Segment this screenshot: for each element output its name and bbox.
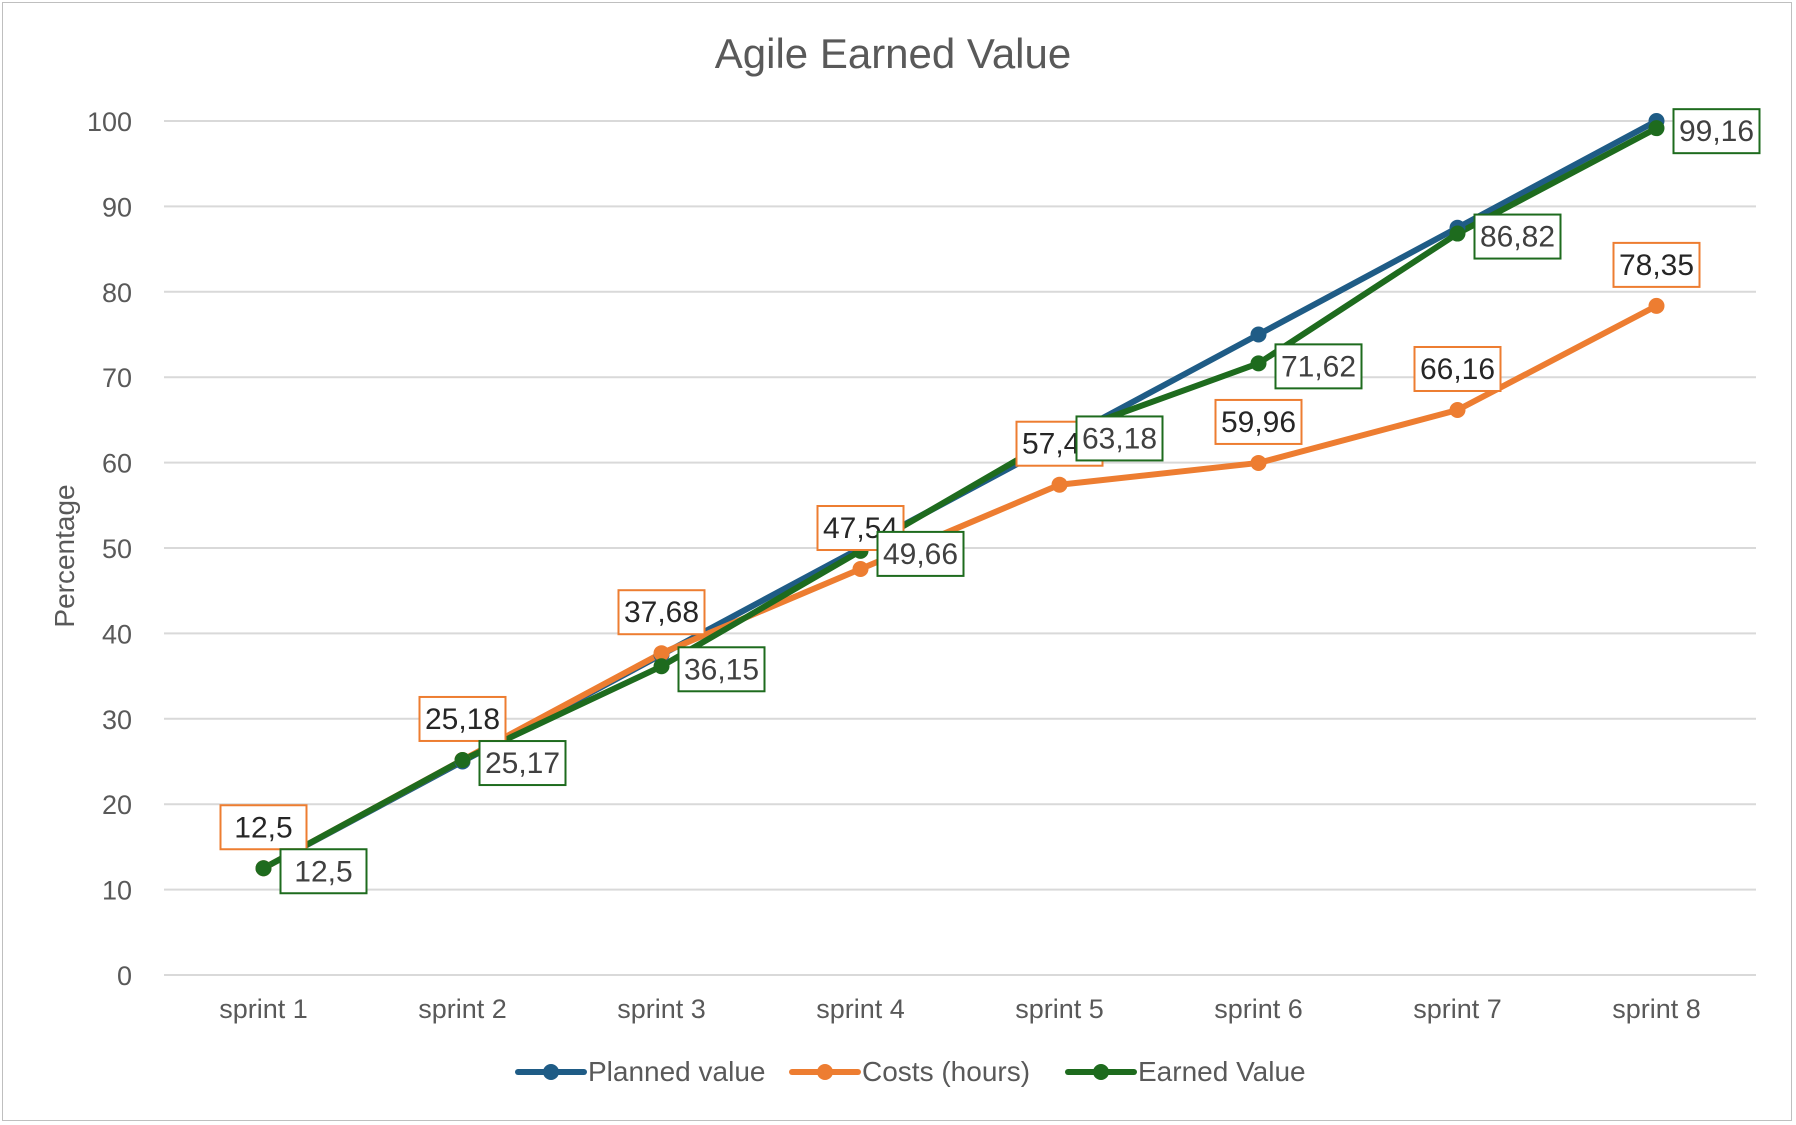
data-label-text: 71,62 — [1281, 350, 1356, 383]
data-label-costs-hours: 25,18 — [418, 695, 507, 742]
x-tick-label: sprint 6 — [1214, 994, 1303, 1024]
data-label-earned-value: 99,16 — [1672, 108, 1761, 155]
data-label-earned-value: 36,15 — [677, 646, 766, 693]
x-tick-label: sprint 1 — [219, 994, 308, 1024]
data-point-earned-value — [1449, 225, 1466, 242]
data-label-earned-value: 49,66 — [876, 530, 965, 577]
x-tick-label: sprint 7 — [1413, 994, 1502, 1024]
y-tick-label: 20 — [102, 790, 132, 820]
data-label-text: 66,16 — [1420, 353, 1495, 386]
x-tick-label: sprint 3 — [617, 994, 706, 1024]
data-label-earned-value: 71,62 — [1274, 343, 1363, 390]
chart-title: Agile Earned Value — [715, 30, 1071, 77]
legend-swatch-marker — [1093, 1064, 1109, 1080]
data-label-box — [418, 695, 507, 742]
x-tick-label: sprint 2 — [418, 994, 507, 1024]
legend-label: Earned Value — [1138, 1056, 1306, 1087]
data-point-costs-hours — [1051, 476, 1068, 493]
y-tick-label: 0 — [117, 961, 132, 991]
data-label-text: 37,68 — [624, 596, 699, 629]
series-lines — [260, 118, 1660, 872]
data-label-text: 59,96 — [1221, 406, 1296, 439]
data-label-box — [1413, 345, 1502, 392]
x-tick-label: sprint 8 — [1612, 994, 1701, 1024]
gridlines — [164, 120, 1756, 976]
data-label-box — [1473, 213, 1562, 260]
legend-swatch-marker — [817, 1064, 833, 1080]
legend: Planned value Costs (hours) Earned Value — [515, 1056, 1306, 1087]
legend-label: Planned value — [588, 1056, 765, 1087]
data-point-costs-hours — [653, 645, 670, 662]
x-tick-label: sprint 5 — [1015, 994, 1104, 1024]
data-point-earned-value — [653, 658, 670, 675]
legend-label: Costs (hours) — [862, 1056, 1030, 1087]
data-label-earned-value: 25,17 — [478, 740, 567, 787]
data-label-text: 36,15 — [684, 653, 759, 686]
data-point-costs-hours — [1648, 297, 1665, 314]
y-tick-label: 100 — [87, 107, 132, 137]
data-label-text: 99,16 — [1679, 115, 1754, 148]
data-point-costs-hours — [1250, 454, 1267, 471]
x-axis-ticks: sprint 1 sprint 2 sprint 3 sprint 4 sprint 5… — [219, 994, 1701, 1024]
y-tick-label: 80 — [102, 278, 132, 308]
data-label-earned-value: 86,82 — [1473, 213, 1562, 260]
data-label-earned-value: 63,18 — [1075, 415, 1164, 462]
data-label-box — [478, 740, 567, 787]
data-point-earned-value — [255, 860, 272, 877]
data-point-earned-value — [454, 752, 471, 769]
data-label-box — [219, 804, 308, 851]
y-axis-ticks: 0 10 20 30 40 50 60 70 80 90 100 — [87, 107, 132, 991]
data-point-costs-hours — [1449, 401, 1466, 418]
y-tick-label: 70 — [102, 363, 132, 393]
data-label-box — [1612, 241, 1701, 288]
y-tick-label: 50 — [102, 534, 132, 564]
y-tick-label: 10 — [102, 876, 132, 906]
data-label-text: 25,18 — [425, 703, 500, 736]
x-tick-label: sprint 4 — [816, 994, 905, 1024]
data-label-text: 63,18 — [1082, 422, 1157, 455]
y-tick-label: 60 — [102, 449, 132, 479]
data-label-box — [677, 646, 766, 693]
legend-item-planned-value: Planned value — [515, 1056, 765, 1087]
data-point-costs-hours — [852, 561, 869, 578]
legend-item-costs-hours: Costs (hours) — [789, 1056, 1030, 1087]
data-label-box — [279, 848, 368, 895]
y-tick-label: 90 — [102, 192, 132, 222]
y-tick-label: 30 — [102, 705, 132, 735]
data-label-box — [1274, 343, 1363, 390]
data-label-costs-hours: 37,68 — [617, 589, 706, 636]
data-label-box — [1075, 415, 1164, 462]
data-label-costs-hours: 66,16 — [1413, 345, 1502, 392]
data-label-text: 12,5 — [234, 811, 292, 844]
y-axis-title: Percentage — [49, 484, 80, 627]
data-label-box — [1214, 398, 1303, 445]
y-tick-label: 40 — [102, 619, 132, 649]
legend-swatch-marker — [543, 1064, 559, 1080]
data-label-costs-hours: 59,96 — [1214, 398, 1303, 445]
data-label-text: 78,35 — [1619, 249, 1694, 282]
data-label-box — [876, 530, 965, 577]
data-label-text: 12,5 — [294, 855, 352, 888]
data-label-costs-hours: 78,35 — [1612, 241, 1701, 288]
data-labels: 12,525,1837,6847,5457,4159,9666,1678,351… — [219, 108, 1761, 895]
data-label-text: 25,17 — [485, 747, 560, 780]
legend-item-earned-value: Earned Value — [1065, 1056, 1306, 1087]
data-point-earned-value — [1250, 355, 1267, 372]
data-label-earned-value: 12,5 — [279, 848, 368, 895]
data-label-text: 49,66 — [883, 538, 958, 571]
data-label-box — [1672, 108, 1761, 155]
data-label-costs-hours: 12,5 — [219, 804, 308, 851]
data-point-planned-value — [1250, 326, 1267, 343]
data-point-earned-value — [1648, 120, 1665, 137]
data-label-text: 86,82 — [1480, 221, 1555, 254]
data-label-box — [617, 589, 706, 636]
series-line-earned-value — [260, 125, 1660, 872]
